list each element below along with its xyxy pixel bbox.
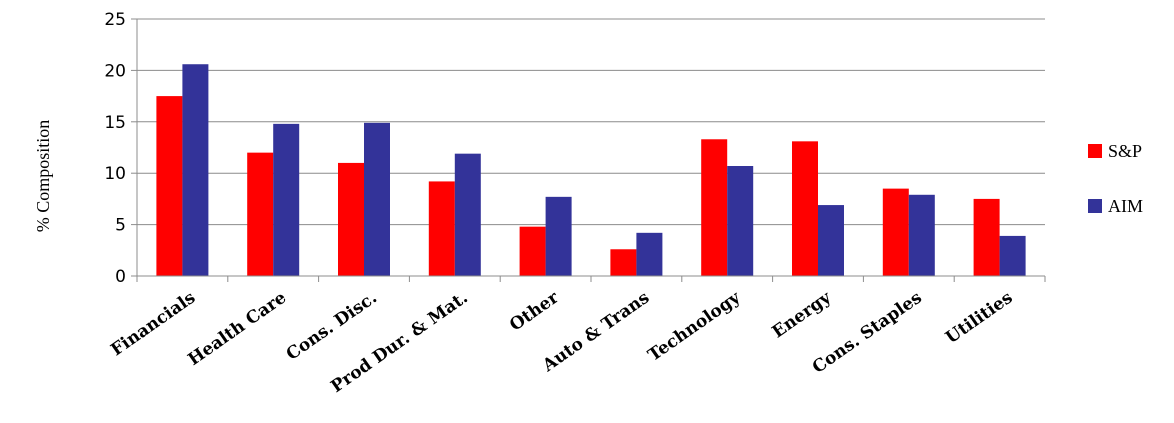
x-tick-label: Technology [645,287,745,366]
y-tick-label: 20 [104,61,126,81]
bar-aim-1 [273,123,300,276]
bar-sp-4 [519,226,546,276]
bar-aim-0 [182,64,209,277]
bar-aim-3 [454,153,481,276]
bar-aim-8 [908,194,935,276]
y-tick-label: 0 [115,267,126,287]
x-tick-label: Health Care [185,288,291,370]
y-tick-labels: 0 5 10 15 20 25 [104,10,126,287]
bar-aim-5 [636,232,663,276]
y-tick-label: 25 [104,10,126,30]
bar-sp-0 [156,96,183,276]
bar-sp-3 [428,181,455,276]
bar-sp-1 [247,152,274,276]
legend-swatch [1088,199,1102,213]
bar-sp-8 [882,188,909,276]
bar-sp-7 [792,141,818,276]
legend-label: S&P [1108,141,1142,161]
y-axis-title: % Composition [33,120,53,233]
x-tick-label: Financials [107,288,199,361]
y-tick-label: 15 [104,113,126,133]
y-tick-label: 10 [104,164,126,184]
bar-sp-5 [610,249,637,276]
legend-label: AIM [1108,196,1143,216]
bar-aim-2 [364,122,390,276]
x-tick-label: Energy [769,287,836,342]
bar-sp-6 [701,139,728,276]
bar-sp-2 [338,162,364,276]
y-tick-label: 5 [115,216,126,236]
legend: S&P AIM [1088,141,1143,216]
x-tick-label: Other [506,287,563,335]
bar-aim-9 [999,235,1026,276]
bar-aim-7 [818,205,844,276]
bar-aim-6 [727,166,754,276]
axes [136,19,1046,282]
bars [156,64,1026,277]
legend-swatch [1088,144,1102,158]
x-tick-label: Utilities [942,288,1016,348]
bar-sp-9 [973,198,1000,276]
bar-aim-4 [545,196,572,276]
